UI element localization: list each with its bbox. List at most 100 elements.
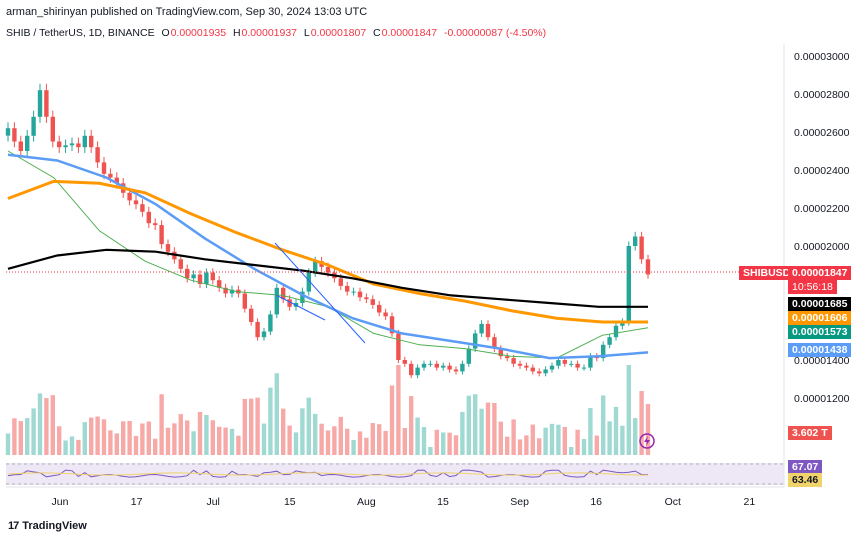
candle-body (37, 90, 43, 117)
candle-body (159, 225, 164, 245)
candle-body (633, 236, 638, 246)
candle-body (479, 323, 484, 334)
ma200-tag: 0.00001685 (788, 297, 852, 311)
candle-body (543, 369, 548, 374)
price-tick-label: 0.00002400 (794, 165, 850, 177)
volume-bar (236, 435, 241, 455)
volume-bar (306, 397, 311, 455)
candle-body (620, 322, 625, 326)
volume-bar (57, 426, 62, 455)
rsi-background (6, 463, 784, 485)
volume-bar (447, 432, 452, 455)
volume-bar (178, 414, 183, 455)
volume-bar (274, 373, 279, 455)
candle-body (505, 356, 510, 359)
volume-bar (165, 427, 171, 455)
volume-bar (172, 423, 177, 455)
candle-body (485, 323, 491, 338)
volume-bar (127, 420, 132, 455)
volume-tag: 3.602 T (788, 426, 832, 440)
candle-body (588, 356, 593, 368)
volume-bar (69, 436, 75, 455)
volume-bar (370, 423, 375, 455)
price-tick-label: 0.00003000 (794, 51, 850, 63)
volume-bar (89, 417, 94, 455)
volume-bar (114, 433, 119, 455)
volume-bar (249, 398, 254, 455)
candle-body (524, 365, 529, 368)
candle-body (313, 261, 318, 273)
countdown-tag: 10:56:18 (788, 280, 837, 294)
candle-body (453, 369, 459, 372)
volume-bar (351, 440, 356, 455)
volume-bar (261, 423, 267, 455)
candle-body (517, 363, 523, 366)
lightning-icon (644, 436, 650, 446)
volume-bar (364, 437, 369, 455)
price-tick-label: 0.00002000 (794, 241, 850, 253)
price-axis: 0.00003000 0.00002800 0.00002600 0.00002400… (794, 51, 850, 442)
candle-body (229, 289, 235, 294)
candle-body (101, 162, 107, 174)
candle-body (133, 200, 139, 205)
candle-body (601, 344, 606, 359)
candle-body (178, 259, 183, 269)
candle-body (428, 363, 433, 365)
candle-body (153, 223, 158, 226)
candle-body (530, 367, 535, 372)
volume-bar (428, 447, 433, 455)
candle-body (338, 278, 343, 286)
candle-body (537, 371, 542, 374)
candle-body (82, 135, 87, 148)
candle-body (511, 358, 516, 364)
volume-bar (293, 432, 299, 455)
candle-body (108, 173, 113, 178)
time-tick-label: 17 (131, 496, 143, 508)
candle-body (261, 331, 267, 338)
volume-bar (543, 427, 548, 455)
candle-body (223, 287, 228, 294)
candle-body (281, 287, 286, 300)
time-tick-label: 16 (590, 496, 602, 508)
trend-line (274, 242, 366, 344)
time-tick-label: Jul (206, 496, 219, 508)
volume-bar (383, 430, 388, 455)
ma50-tag: 0.00001438 (788, 343, 852, 357)
candle-body (498, 348, 503, 357)
candle-body (31, 116, 36, 136)
replay-icon[interactable] (639, 433, 655, 449)
volume-bar (511, 419, 516, 455)
volume-bar (37, 393, 43, 455)
change-value: -0.00000087 (-4.50%) (443, 27, 547, 39)
volume-bar (313, 413, 318, 455)
volume-bar (409, 396, 414, 455)
volume-bar (223, 427, 228, 455)
volume-bar (562, 426, 567, 455)
candle-body (44, 90, 49, 117)
candle-body (473, 333, 478, 349)
volume-bars (5, 365, 651, 455)
volume-bar (345, 428, 350, 455)
candle-body (306, 272, 311, 292)
volume-bar (50, 395, 55, 455)
candle-body (556, 360, 561, 366)
tradingview-logo[interactable]: 17 TradingView (8, 520, 87, 532)
candle-body (447, 365, 452, 370)
candle-body (89, 135, 94, 148)
rsi-ma-tag: 63.46 (788, 473, 823, 487)
volume-bar (44, 397, 49, 455)
volume-bar (594, 435, 599, 455)
candle-body (5, 128, 11, 136)
candle-body (549, 365, 555, 370)
volume-bar (101, 419, 107, 455)
candle-body (268, 314, 273, 332)
volume-bar (255, 397, 260, 455)
candle-body (300, 291, 305, 303)
volume-bar (95, 416, 100, 455)
candle-body (18, 141, 23, 151)
candle-body (12, 128, 17, 142)
volume-bar (108, 430, 113, 455)
volume-bar (217, 426, 222, 455)
volume-bar (140, 423, 145, 455)
candle-body (249, 308, 254, 322)
